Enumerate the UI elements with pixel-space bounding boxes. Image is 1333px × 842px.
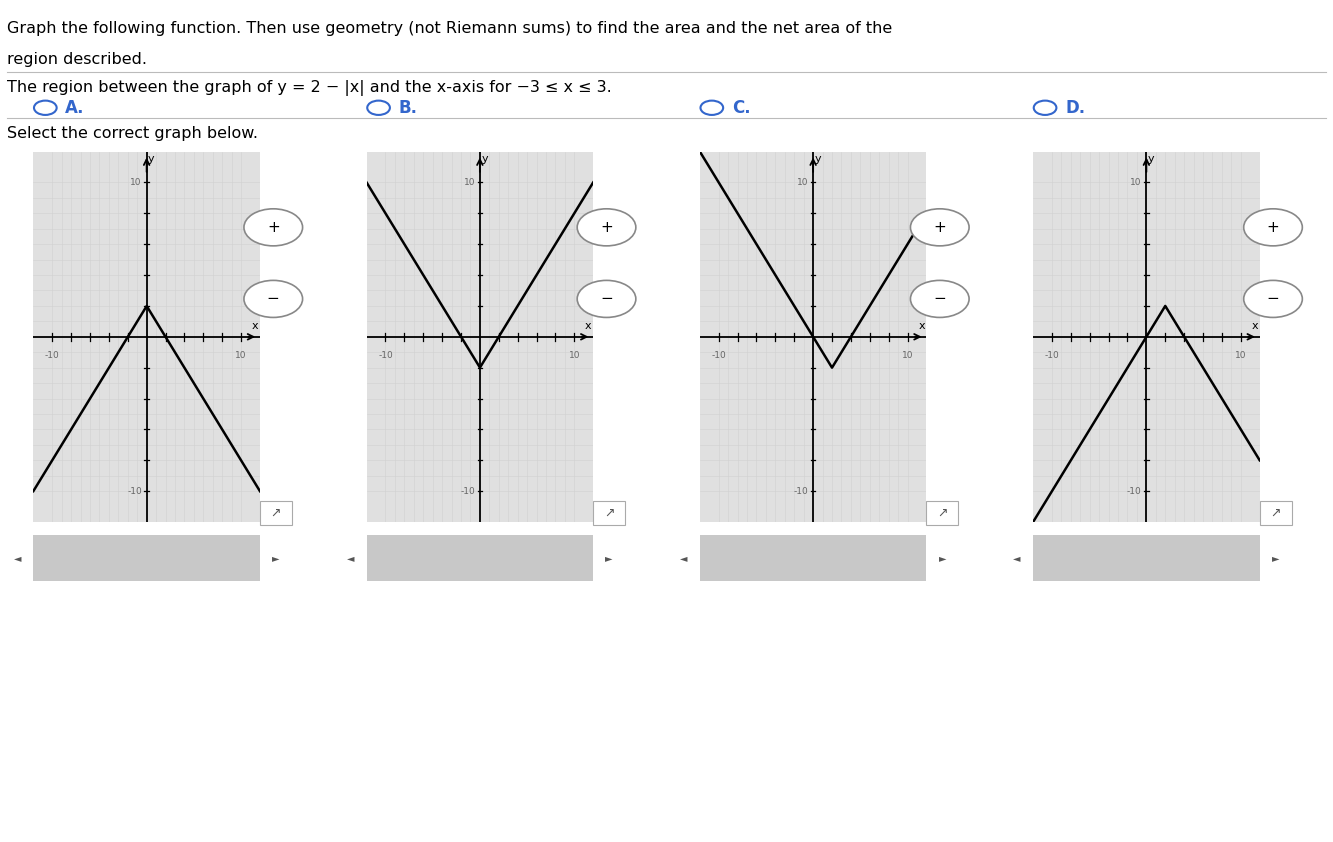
Text: -10: -10 (127, 487, 141, 496)
Text: +: + (1266, 220, 1280, 235)
Text: ◄: ◄ (1013, 553, 1021, 562)
Text: 10: 10 (1236, 350, 1246, 360)
Text: −: − (600, 291, 613, 306)
Text: -10: -10 (460, 487, 475, 496)
Text: −: − (267, 291, 280, 306)
Text: -10: -10 (712, 350, 726, 360)
Text: x: x (918, 321, 925, 331)
Text: ↗: ↗ (1270, 506, 1281, 520)
Text: ►: ► (938, 553, 946, 562)
Text: ►: ► (1272, 553, 1280, 562)
Text: ↗: ↗ (604, 506, 615, 520)
Text: −: − (933, 291, 946, 306)
Text: ►: ► (272, 553, 280, 562)
Text: x: x (1252, 321, 1258, 331)
Text: y: y (481, 154, 488, 164)
Text: 10: 10 (1130, 178, 1141, 187)
Text: x: x (252, 321, 259, 331)
Text: Select the correct graph below.: Select the correct graph below. (7, 126, 257, 141)
Text: x: x (585, 321, 592, 331)
Text: ↗: ↗ (937, 506, 948, 520)
Text: D.: D. (1065, 99, 1085, 117)
Text: +: + (933, 220, 946, 235)
Text: 10: 10 (236, 350, 247, 360)
Text: y: y (814, 154, 821, 164)
Text: +: + (267, 220, 280, 235)
Text: 10: 10 (569, 350, 580, 360)
Text: ↗: ↗ (271, 506, 281, 520)
Text: +: + (600, 220, 613, 235)
Text: A.: A. (65, 99, 85, 117)
Text: y: y (1148, 154, 1154, 164)
Text: -10: -10 (45, 350, 60, 360)
Text: 10: 10 (797, 178, 808, 187)
Text: 10: 10 (902, 350, 913, 360)
Text: -10: -10 (1045, 350, 1060, 360)
Text: -10: -10 (1126, 487, 1141, 496)
Text: Graph the following function. Then use geometry (not Riemann sums) to find the a: Graph the following function. Then use g… (7, 21, 892, 36)
Text: -10: -10 (793, 487, 808, 496)
Text: region described.: region described. (7, 52, 147, 67)
Text: ►: ► (605, 553, 613, 562)
Text: ◄: ◄ (347, 553, 355, 562)
Text: 10: 10 (464, 178, 475, 187)
Text: y: y (148, 154, 155, 164)
Text: -10: -10 (379, 350, 393, 360)
Text: The region between the graph of y = 2 − |x| and the x-axis for −3 ≤ x ≤ 3.: The region between the graph of y = 2 − … (7, 80, 612, 96)
Text: 10: 10 (131, 178, 141, 187)
Text: ◄: ◄ (13, 553, 21, 562)
Text: C.: C. (732, 99, 750, 117)
Text: ◄: ◄ (680, 553, 688, 562)
Text: −: − (1266, 291, 1280, 306)
Text: B.: B. (399, 99, 417, 117)
